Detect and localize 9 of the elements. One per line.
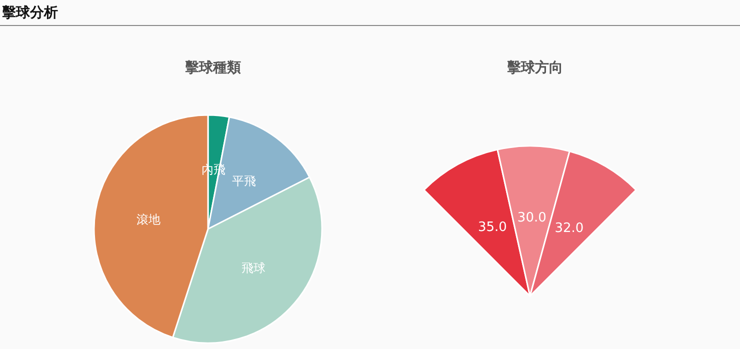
chart-title: 擊球種類 [185,60,241,76]
slice-label: 飛球 [242,260,266,275]
slice-label: 平飛 [232,174,256,188]
text: 擊球方向 [507,59,563,76]
slice-label: 滾地 [136,212,161,227]
text: 擊球分析 [2,4,58,22]
data-label: 32.0 [554,221,584,236]
data-label: 35.0 [478,220,507,236]
data-label: 30.0 [517,210,546,226]
